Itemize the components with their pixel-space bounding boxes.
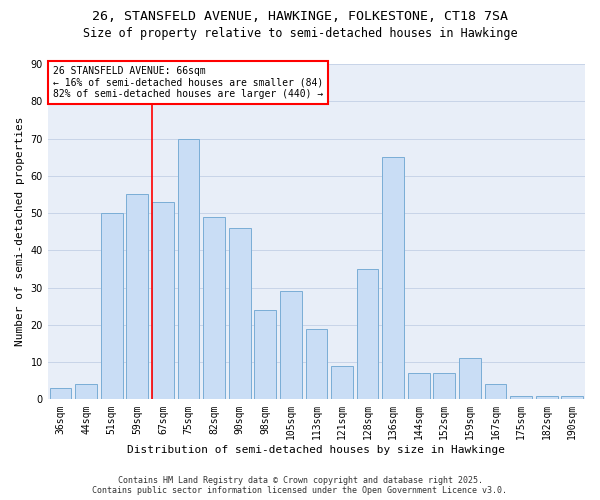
Bar xyxy=(382,157,404,400)
Bar xyxy=(152,202,174,400)
Bar xyxy=(356,269,379,400)
Bar xyxy=(229,228,251,400)
Bar xyxy=(331,366,353,400)
Bar xyxy=(280,292,302,400)
Bar xyxy=(203,217,225,400)
Text: 26, STANSFELD AVENUE, HAWKINGE, FOLKESTONE, CT18 7SA: 26, STANSFELD AVENUE, HAWKINGE, FOLKESTO… xyxy=(92,10,508,23)
Bar xyxy=(75,384,97,400)
Bar xyxy=(50,388,71,400)
Bar xyxy=(510,396,532,400)
Bar xyxy=(254,310,276,400)
Text: Contains HM Land Registry data © Crown copyright and database right 2025.
Contai: Contains HM Land Registry data © Crown c… xyxy=(92,476,508,495)
Bar xyxy=(485,384,506,400)
Text: 26 STANSFELD AVENUE: 66sqm
← 16% of semi-detached houses are smaller (84)
82% of: 26 STANSFELD AVENUE: 66sqm ← 16% of semi… xyxy=(53,66,323,99)
Bar xyxy=(459,358,481,400)
Bar xyxy=(305,328,327,400)
Bar xyxy=(536,396,557,400)
Y-axis label: Number of semi-detached properties: Number of semi-detached properties xyxy=(15,117,25,346)
Bar xyxy=(562,396,583,400)
Text: Size of property relative to semi-detached houses in Hawkinge: Size of property relative to semi-detach… xyxy=(83,28,517,40)
Bar xyxy=(408,374,430,400)
Bar xyxy=(127,194,148,400)
Bar xyxy=(433,374,455,400)
Bar xyxy=(178,138,199,400)
X-axis label: Distribution of semi-detached houses by size in Hawkinge: Distribution of semi-detached houses by … xyxy=(127,445,505,455)
Bar xyxy=(101,213,122,400)
